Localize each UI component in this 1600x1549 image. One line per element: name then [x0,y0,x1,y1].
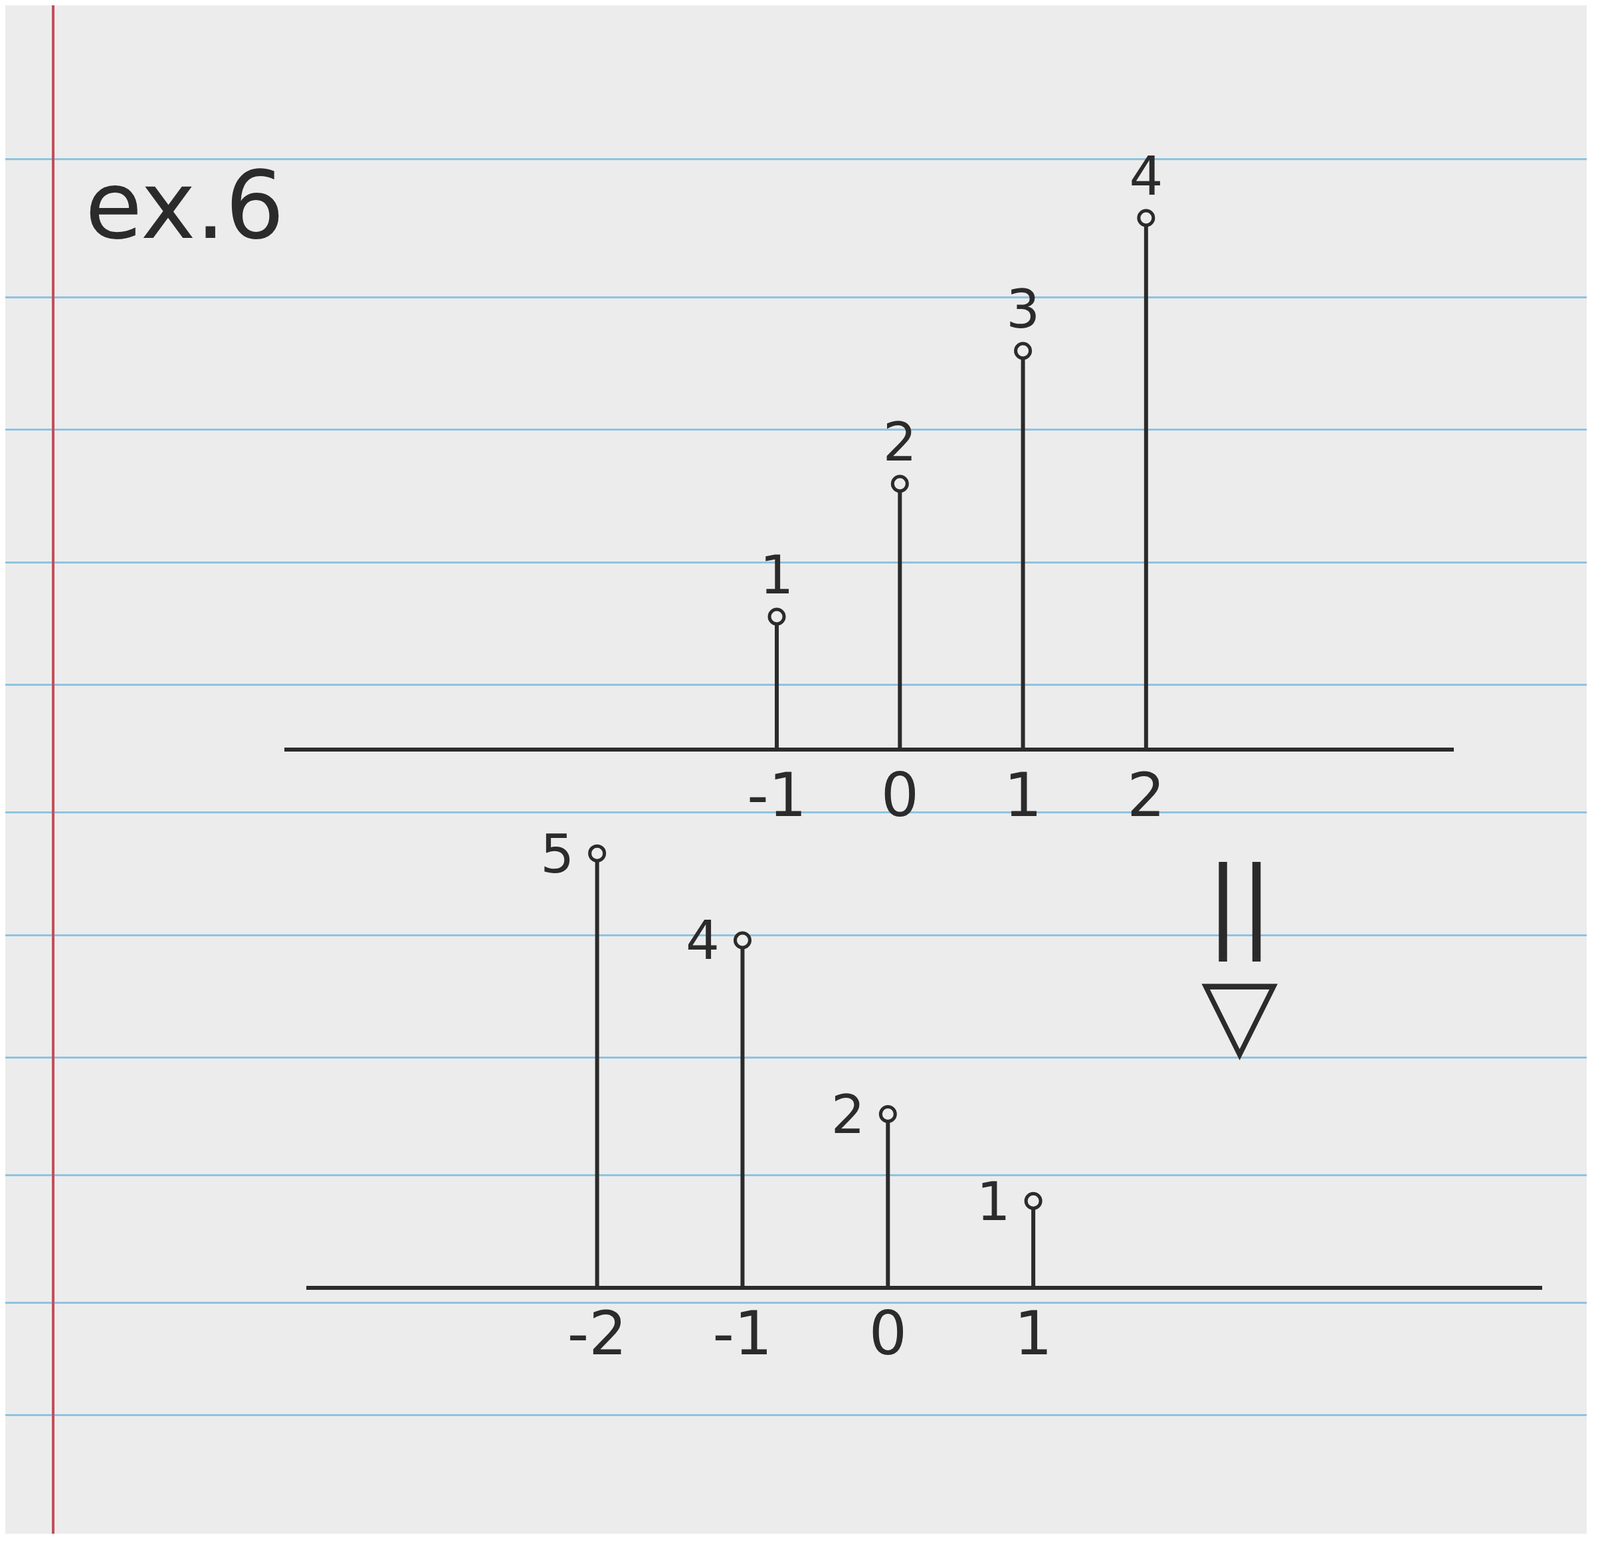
svg-text:4: 4 [685,909,720,972]
svg-text:-1: -1 [746,760,807,830]
html-text:ex.6: ex.6 [85,151,285,260]
svg-text:1: 1 [1003,760,1042,830]
svg-text:0: 0 [881,760,919,830]
svg-text:3: 3 [1005,278,1040,341]
svg-text:1: 1 [976,1170,1011,1233]
svg-text:1: 1 [760,544,795,606]
svg-text:4: 4 [1128,145,1163,208]
svg-text:5: 5 [540,823,575,886]
svg-text:1: 1 [1013,1298,1052,1369]
svg-text:-1: -1 [712,1298,773,1369]
svg-text:2: 2 [883,411,917,474]
svg-text:2: 2 [1126,760,1165,830]
svg-text:2: 2 [831,1083,866,1146]
svg-text:-2: -2 [567,1298,628,1369]
svg-text:0: 0 [869,1298,907,1369]
